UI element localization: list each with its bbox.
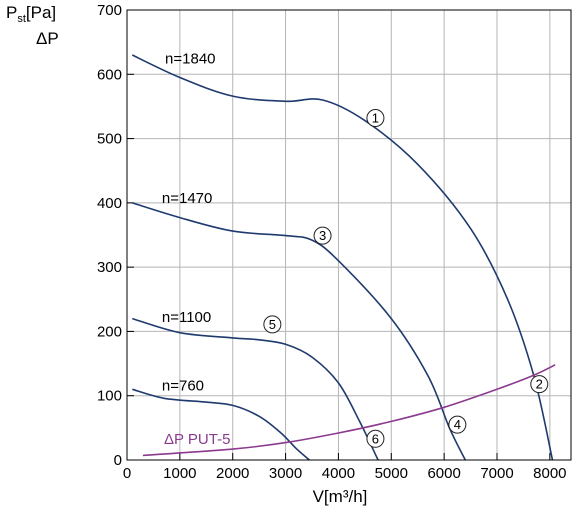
- series-layer: [131, 54, 556, 461]
- x-tick-label: 0: [123, 465, 131, 482]
- curve-marker-1: 1: [366, 109, 385, 127]
- y-axis-title: Pst[Pa]: [6, 3, 56, 25]
- speed-label: n=1470: [162, 190, 212, 207]
- y-tick-label: 600: [97, 66, 122, 83]
- y-tick-label: 300: [97, 259, 122, 276]
- curve-marker-circle: [366, 109, 385, 127]
- y-tick-label: 100: [97, 388, 122, 405]
- curve-marker-5: 5: [263, 315, 282, 334]
- system-curve-label: ΔP PUT-5: [164, 431, 230, 448]
- curve-marker-circle: [263, 315, 282, 334]
- curve-marker-4: 4: [448, 415, 467, 434]
- y-axis-title-sub: st: [17, 13, 26, 25]
- curve-marker-6: 6: [366, 429, 385, 448]
- series-line-fan-0: [131, 54, 554, 461]
- curve-marker-circle: [448, 415, 467, 434]
- curve-marker-circle: [313, 226, 332, 245]
- series-line-fan-1: [132, 202, 467, 461]
- marker-layer: 1 3 5 2 4 6: [263, 109, 549, 448]
- curve-marker-3: 3: [313, 226, 332, 245]
- curve-marker-2: 2: [530, 375, 549, 394]
- series-line-fan-2: [132, 317, 379, 461]
- y-tick-label: 400: [97, 195, 122, 212]
- y-axis-title-unit: [Pa]: [26, 3, 56, 22]
- curve-marker-text: 5: [269, 317, 276, 332]
- x-tick-label: 7000: [480, 465, 513, 482]
- x-tick-label: 1000: [163, 465, 196, 482]
- x-tick-label: 8000: [533, 465, 566, 482]
- curve-marker-circle: [366, 429, 385, 448]
- grid: [126, 9, 571, 461]
- y-tick-label: 0: [114, 452, 122, 469]
- curve-label-layer: n=1840 n=1470 n=1100 n=760 ΔP PUT-5: [162, 50, 231, 448]
- plot-frame: [126, 9, 572, 461]
- curve-marker-text: 6: [372, 431, 379, 446]
- y-tick-label: 500: [97, 131, 122, 148]
- x-axis-title: V[m³/h]: [313, 487, 368, 506]
- speed-label: n=760: [162, 378, 204, 395]
- curve-marker-text: 1: [372, 111, 379, 126]
- curve-marker-text: 4: [454, 417, 461, 432]
- x-tick-label: 2000: [216, 465, 249, 482]
- curve-marker-text: 3: [319, 228, 326, 243]
- speed-label: n=1100: [162, 309, 211, 326]
- y-axis-title-main: P: [6, 3, 17, 22]
- y-tick-label: 700: [97, 2, 122, 19]
- x-tick-label: 5000: [375, 465, 408, 482]
- speed-label: n=1840: [165, 50, 215, 67]
- y-axis-title-line2: ΔP: [36, 29, 59, 48]
- x-tick-label: 3000: [269, 465, 302, 482]
- x-tick-label: 6000: [427, 465, 460, 482]
- series-line-system-put-5: [142, 364, 556, 457]
- series-line-fan-3: [132, 388, 310, 461]
- curve-marker-text: 2: [536, 377, 543, 392]
- x-tick-label: 4000: [322, 465, 355, 482]
- y-tick-label: 200: [97, 323, 122, 340]
- curve-marker-circle: [530, 375, 549, 394]
